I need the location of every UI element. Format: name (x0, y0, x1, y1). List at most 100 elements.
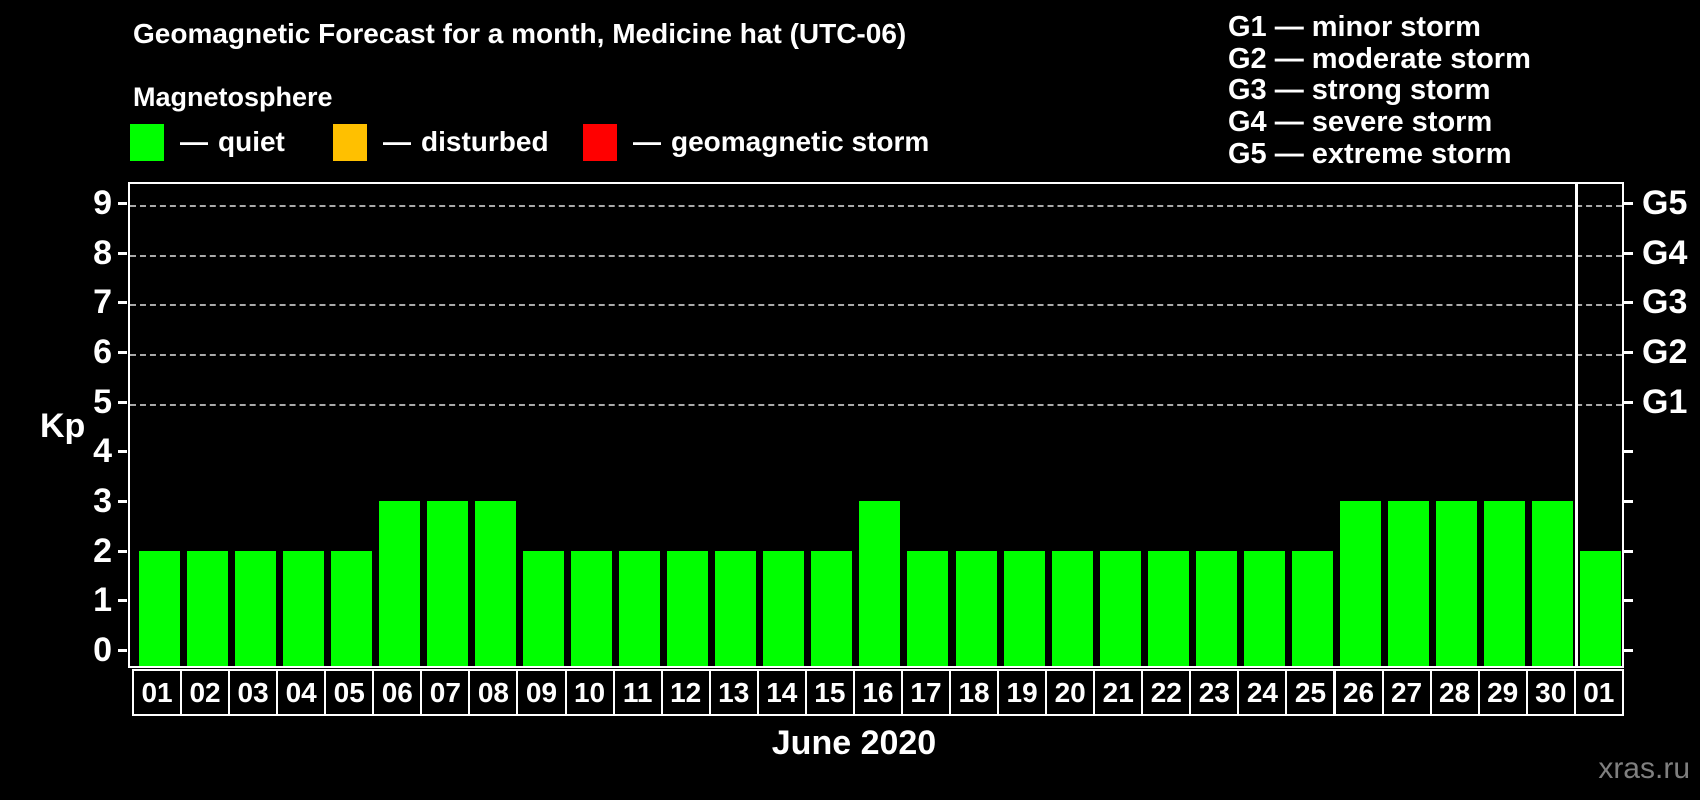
y-axis-tick (118, 301, 127, 305)
y-tick-label: 1 (93, 581, 112, 620)
right-axis-tick (1624, 350, 1633, 354)
plot-area (128, 182, 1624, 668)
kp-bar (1388, 501, 1430, 666)
g-scale-line: G5— extreme storm (1228, 137, 1512, 170)
y-axis-tick (118, 450, 127, 454)
kp-bar (715, 550, 757, 666)
grid-line (130, 204, 1622, 207)
day-label: 15 (804, 669, 855, 716)
kp-bar (1243, 550, 1285, 666)
watermark: xras.ru (1598, 752, 1690, 785)
y-axis-tick (118, 400, 127, 404)
day-label: 11 (612, 669, 663, 716)
kp-bar (138, 550, 180, 666)
kp-bar (619, 550, 661, 666)
right-axis-tick (1624, 301, 1633, 305)
kp-bar (1099, 550, 1141, 666)
y-axis-tick (118, 599, 127, 603)
legend-label-storm: geomagnetic storm (671, 126, 930, 157)
kp-bar (186, 550, 228, 666)
g-scale-line: G3— strong storm (1228, 74, 1491, 107)
right-axis-tick (1624, 251, 1633, 255)
y-tick-label: 6 (93, 332, 112, 371)
kp-bar (955, 550, 997, 666)
legend-dash: — (383, 126, 411, 157)
kp-bar (907, 550, 949, 666)
kp-bar (474, 501, 516, 666)
kp-bar (1291, 550, 1333, 666)
kp-bar (1003, 550, 1045, 666)
y-tick-label: 2 (93, 531, 112, 570)
g-axis-label: G1 (1642, 382, 1688, 421)
quiet-color-swatch (130, 123, 164, 161)
legend-dash: — (180, 126, 208, 157)
y-axis-title: Kp (40, 407, 86, 445)
day-label: 10 (564, 669, 615, 716)
right-axis-tick (1624, 599, 1633, 603)
day-label: 21 (1093, 669, 1144, 716)
grid-line (130, 403, 1622, 406)
day-label: 25 (1285, 669, 1336, 716)
kp-bar (859, 501, 901, 666)
kp-bar (1532, 501, 1574, 666)
grid-line (130, 304, 1622, 307)
kp-bar (1340, 501, 1382, 666)
day-label: 26 (1333, 669, 1384, 716)
y-tick-label: 8 (93, 233, 112, 272)
day-label: 22 (1141, 669, 1192, 716)
day-label: 01 (1573, 669, 1624, 716)
day-label: 27 (1381, 669, 1432, 716)
day-label: 14 (756, 669, 807, 716)
day-label: 13 (708, 669, 759, 716)
g-axis-label: G2 (1642, 332, 1688, 371)
y-axis-tick (118, 499, 127, 503)
day-label: 23 (1189, 669, 1240, 716)
g-scale-legend: G1— minor storm G2— moderate storm G3— stro… (1228, 11, 1531, 171)
grid-line (130, 353, 1622, 356)
right-axis-tick (1624, 499, 1633, 503)
x-axis-month-label: June 2020 (771, 724, 937, 762)
kp-bar (1580, 550, 1622, 666)
kp-bar (282, 550, 324, 666)
day-label: 08 (468, 669, 519, 716)
y-tick-label: 7 (93, 283, 112, 322)
kp-bar (1195, 550, 1237, 666)
day-label: 18 (949, 669, 1000, 716)
day-label: 19 (997, 669, 1048, 716)
g-scale-line: G2— moderate storm (1228, 42, 1531, 75)
kp-bar (330, 550, 372, 666)
legend-label-disturbed: disturbed (421, 126, 549, 157)
kp-bar (523, 550, 564, 666)
kp-bar (763, 550, 805, 666)
day-label: 07 (420, 669, 471, 716)
day-label: 05 (324, 669, 375, 716)
day-label: 04 (276, 669, 327, 716)
right-axis-tick (1624, 400, 1633, 404)
right-axis-tick (1624, 549, 1633, 553)
y-tick-label: 0 (93, 631, 112, 669)
y-tick-label: 4 (93, 432, 112, 471)
day-label: 09 (516, 669, 567, 716)
g-scale-line: G4— severe storm (1228, 106, 1493, 139)
month-separator-line (1575, 184, 1579, 666)
kp-bar (1436, 501, 1478, 666)
day-label: 12 (660, 669, 711, 716)
legend-item-storm: — geomagnetic storm (583, 122, 929, 162)
disturbed-color-swatch (333, 123, 367, 161)
kp-bar (811, 550, 853, 666)
day-label: 03 (228, 669, 279, 716)
right-axis-tick (1624, 450, 1633, 454)
y-axis-tick (118, 201, 127, 205)
day-label: 29 (1477, 669, 1528, 716)
legend-item-disturbed: — disturbed (333, 122, 549, 162)
y-axis-tick (118, 350, 127, 354)
day-label: 06 (372, 669, 423, 716)
g-axis-label: G5 (1642, 183, 1688, 222)
g-axis-label: G3 (1642, 283, 1688, 322)
legend-label-quiet: quiet (218, 126, 285, 157)
day-label: 28 (1429, 669, 1480, 716)
storm-color-swatch (583, 123, 617, 161)
kp-bar (234, 550, 276, 666)
right-axis-tick (1624, 201, 1633, 205)
grid-line (130, 254, 1622, 257)
